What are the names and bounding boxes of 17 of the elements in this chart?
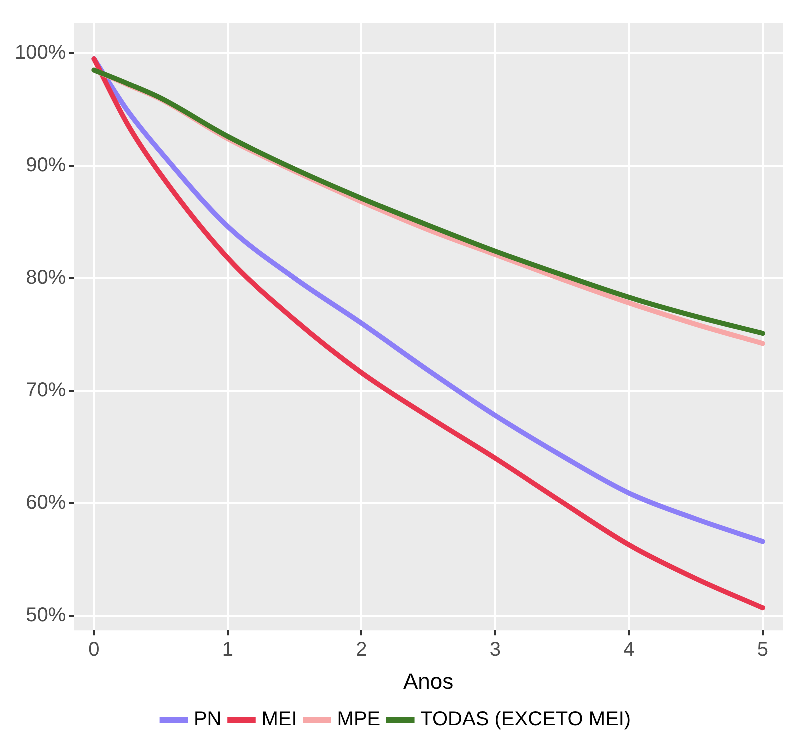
y-tick-label: 50% bbox=[26, 604, 66, 626]
x-axis-title: Anos bbox=[404, 668, 454, 694]
x-tick-label: 4 bbox=[624, 639, 635, 662]
legend-label: TODAS (EXCETO MEI) bbox=[420, 708, 632, 731]
y-tick-label: 80% bbox=[26, 266, 66, 289]
y-tick-label: 60% bbox=[26, 492, 66, 514]
y-tick-label: 100% bbox=[14, 42, 66, 64]
x-tick-label: 1 bbox=[222, 639, 234, 662]
legend-label: MPE bbox=[337, 708, 381, 731]
y-tick-label: 90% bbox=[26, 154, 66, 176]
y-tick-label: 70% bbox=[26, 379, 66, 402]
x-tick-label: 0 bbox=[88, 639, 100, 662]
x-tick-label: 2 bbox=[356, 639, 368, 662]
x-tick-label: 3 bbox=[490, 639, 502, 662]
x-tick-label: 5 bbox=[757, 639, 768, 662]
legend-label: MEI bbox=[262, 708, 298, 731]
legend-label: PN bbox=[194, 708, 222, 731]
